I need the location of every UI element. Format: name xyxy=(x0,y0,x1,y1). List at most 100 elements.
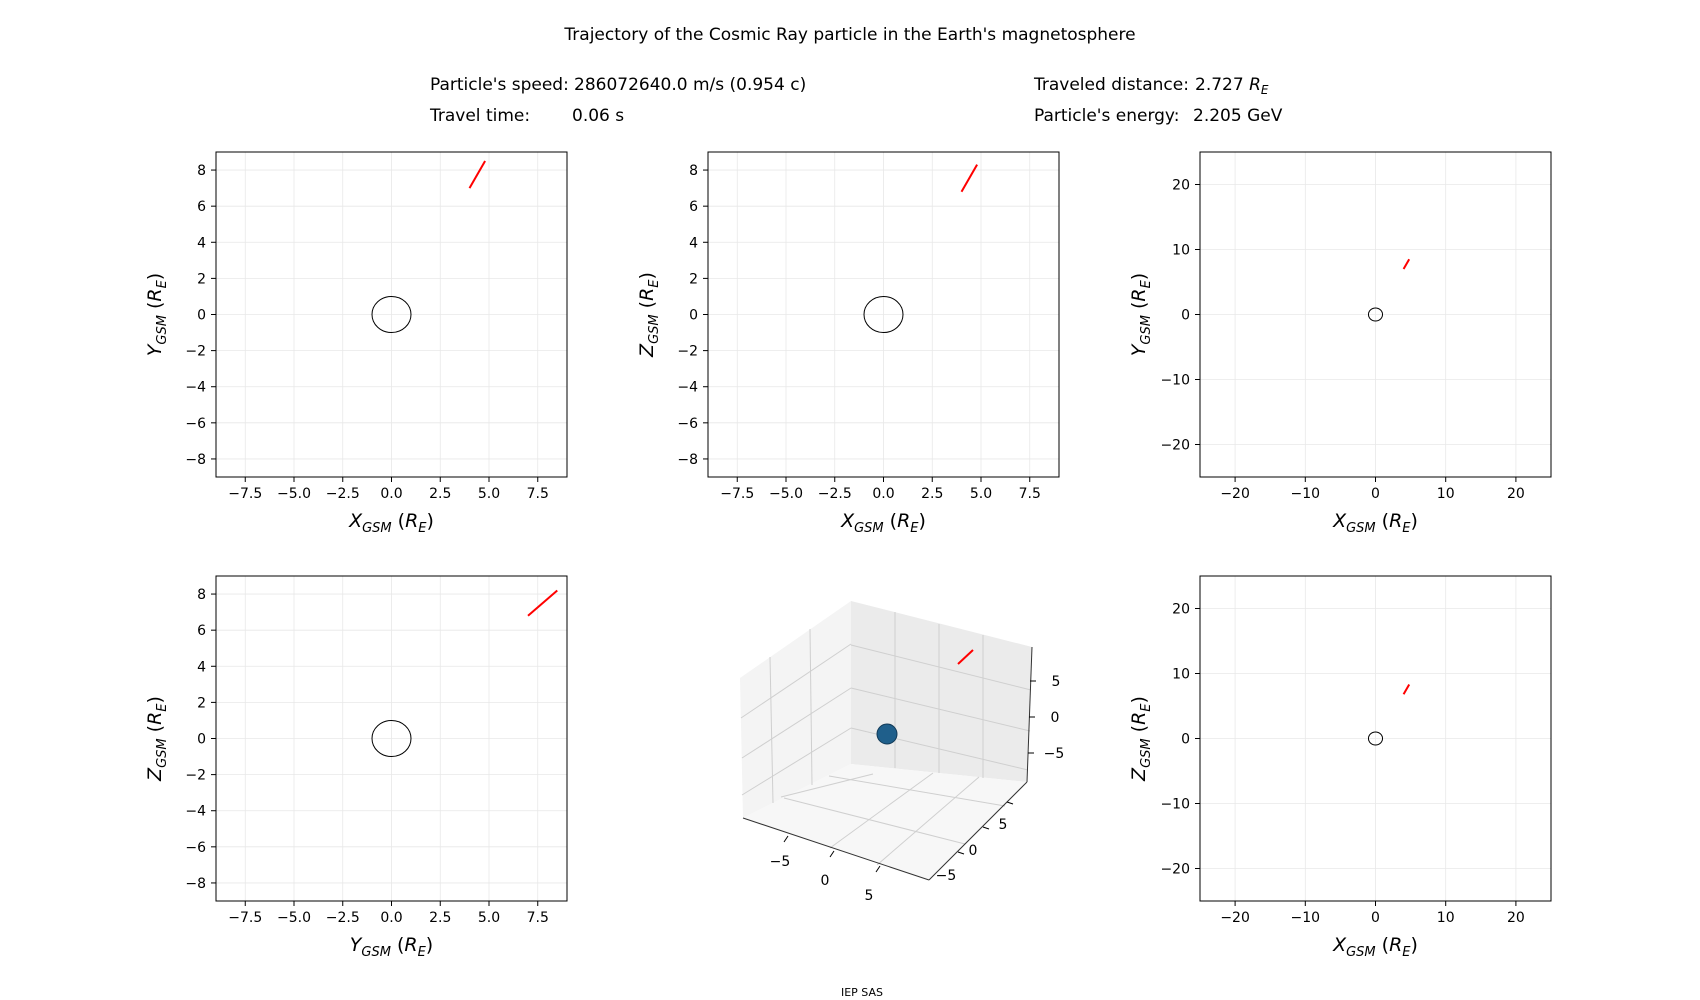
z-tick-label-3d: 0 xyxy=(1051,710,1060,726)
axis-label-part: ( xyxy=(1128,302,1150,315)
y-tick-label: −8 xyxy=(185,452,206,468)
axis-label-part: E xyxy=(418,945,427,960)
y-tick-label: −8 xyxy=(677,452,698,468)
z-tick-label-3d: 5 xyxy=(1052,674,1061,690)
y-axis-label: ZGSM (RE) xyxy=(144,696,170,782)
axis-label-part: Z xyxy=(144,767,166,782)
axis-label-part: E xyxy=(910,521,919,536)
axis-label-part: E xyxy=(647,279,662,288)
axis-label-part: ) xyxy=(1128,696,1150,703)
time-value: 0.06 s xyxy=(572,106,624,126)
earth-circle xyxy=(371,295,412,334)
axis-label-part: ) xyxy=(426,934,433,956)
y-tick-label: 2 xyxy=(689,271,698,287)
x-tick-3d xyxy=(875,865,881,873)
grid-line-3d xyxy=(828,775,1006,807)
axis-label-part: E xyxy=(155,703,170,712)
speed-value: 286072640.0 m/s (0.954 c) xyxy=(574,75,806,95)
grid-line-3d xyxy=(829,772,934,849)
axis-label-part: ) xyxy=(427,510,434,532)
y-tick-label: 10 xyxy=(1172,667,1190,683)
axis-label-part: R xyxy=(144,288,166,301)
x-tick-label: 2.5 xyxy=(921,486,943,502)
grid-line-3d xyxy=(741,687,852,759)
pane-left xyxy=(740,601,851,818)
distance-label: Traveled distance: xyxy=(1033,75,1189,95)
y-axis-label: YGSM (RE) xyxy=(144,273,170,356)
axis-label-part: ) xyxy=(144,696,166,703)
axis-label-part: ) xyxy=(1128,273,1150,280)
x-axis-label: XGSM (RE) xyxy=(1332,934,1418,960)
x-tick-label: 10 xyxy=(1437,486,1455,502)
x-axis-3d xyxy=(742,817,930,881)
plot-xz-zoom: −7.5 −5.0 −2.5 0.0 2.5 5.0 7.5−8−6−4−202468XGS… xyxy=(636,151,1060,536)
y-tick-label: 4 xyxy=(689,235,698,251)
y-tick-label: −10 xyxy=(1160,797,1190,813)
x-tick-3d xyxy=(829,850,835,858)
axis-label-part: R xyxy=(405,510,418,532)
axis-label-part: E xyxy=(1139,279,1154,288)
y-tick-label: −6 xyxy=(185,840,206,856)
y-tick-label: 0 xyxy=(1181,732,1190,748)
x-tick-label: −20 xyxy=(1220,910,1250,926)
x-tick-label: 0.0 xyxy=(380,910,402,926)
axis-label-part: X xyxy=(1332,510,1347,532)
x-axis-label: XGSM (RE) xyxy=(1332,510,1418,536)
x-tick-label: 7.5 xyxy=(527,486,549,502)
axis-label-part: ) xyxy=(1411,934,1418,956)
axis-label-part: GSM xyxy=(1346,945,1376,960)
trajectory-line xyxy=(1402,258,1411,270)
grid-line-3d xyxy=(850,644,1032,691)
axis-label-part: ) xyxy=(636,272,658,279)
y-tick-3d xyxy=(1006,801,1014,805)
energy-value: 2.205 GeV xyxy=(1193,106,1283,126)
axis-label-part: R xyxy=(1128,712,1150,725)
axis-label-part: GSM xyxy=(1139,738,1154,768)
axis-label-part: R xyxy=(636,288,658,301)
grid-line-3d xyxy=(740,643,852,719)
grid-line-3d xyxy=(783,797,966,845)
y-tick-label: 0 xyxy=(197,732,206,748)
axis-label-part: ( xyxy=(144,725,166,738)
x-tick-label: 10 xyxy=(1437,910,1455,926)
axis-label-part: Z xyxy=(1128,767,1150,782)
axis-label-part: X xyxy=(840,510,855,532)
y-tick-label: −2 xyxy=(185,768,206,784)
y-tick-label: 10 xyxy=(1172,243,1190,259)
x-tick-label: 0.0 xyxy=(872,486,894,502)
grid-line-3d xyxy=(876,776,980,866)
earth-circle xyxy=(1367,307,1384,322)
axis-label-part: X xyxy=(348,510,363,532)
footer-credit: IEP SAS xyxy=(841,986,883,999)
plot-xy-zoom: −7.5 −5.0 −2.5 0.0 2.5 5.0 7.5−8−6−4−202468XGS… xyxy=(144,151,568,536)
speed-label: Particle's speed: xyxy=(430,75,569,95)
figure-title: Trajectory of the Cosmic Ray particle in… xyxy=(563,25,1135,45)
y-tick-label: 0 xyxy=(1181,308,1190,324)
y-axis-label: YGSM (RE) xyxy=(1128,273,1154,356)
axis-label-part: R xyxy=(404,934,417,956)
axis-label-part: Z xyxy=(636,343,658,358)
x-tick-label: −2.5 xyxy=(326,910,360,926)
axis-label-part: R xyxy=(144,712,166,725)
y-tick-label: −6 xyxy=(677,416,698,432)
plot-3d: −5 0 5 −5 0 5 5 0 −5 xyxy=(740,601,1064,904)
axis-label-part: E xyxy=(1139,703,1154,712)
x-tick-label: 20 xyxy=(1507,486,1525,502)
x-tick-label: 5.0 xyxy=(478,486,500,502)
y-axis-3d xyxy=(928,781,1028,881)
axis-label-part: ) xyxy=(919,510,926,532)
x-axis-label: YGSM (RE) xyxy=(350,934,433,960)
x-tick-label: −2.5 xyxy=(326,486,360,502)
x-tick-label: −7.5 xyxy=(720,486,754,502)
energy-label: Particle's energy: xyxy=(1034,106,1179,126)
axis-label-part: ( xyxy=(391,934,404,956)
axis-label-part: GSM xyxy=(1346,521,1376,536)
y-tick-label: 4 xyxy=(197,659,206,675)
axis-label-part: Y xyxy=(350,934,363,956)
x-tick-label: −7.5 xyxy=(228,910,262,926)
y-tick-label: −20 xyxy=(1160,438,1190,454)
trajectory-line xyxy=(1402,684,1411,695)
pane-floor xyxy=(743,764,1027,880)
x-tick-label: 2.5 xyxy=(429,910,451,926)
